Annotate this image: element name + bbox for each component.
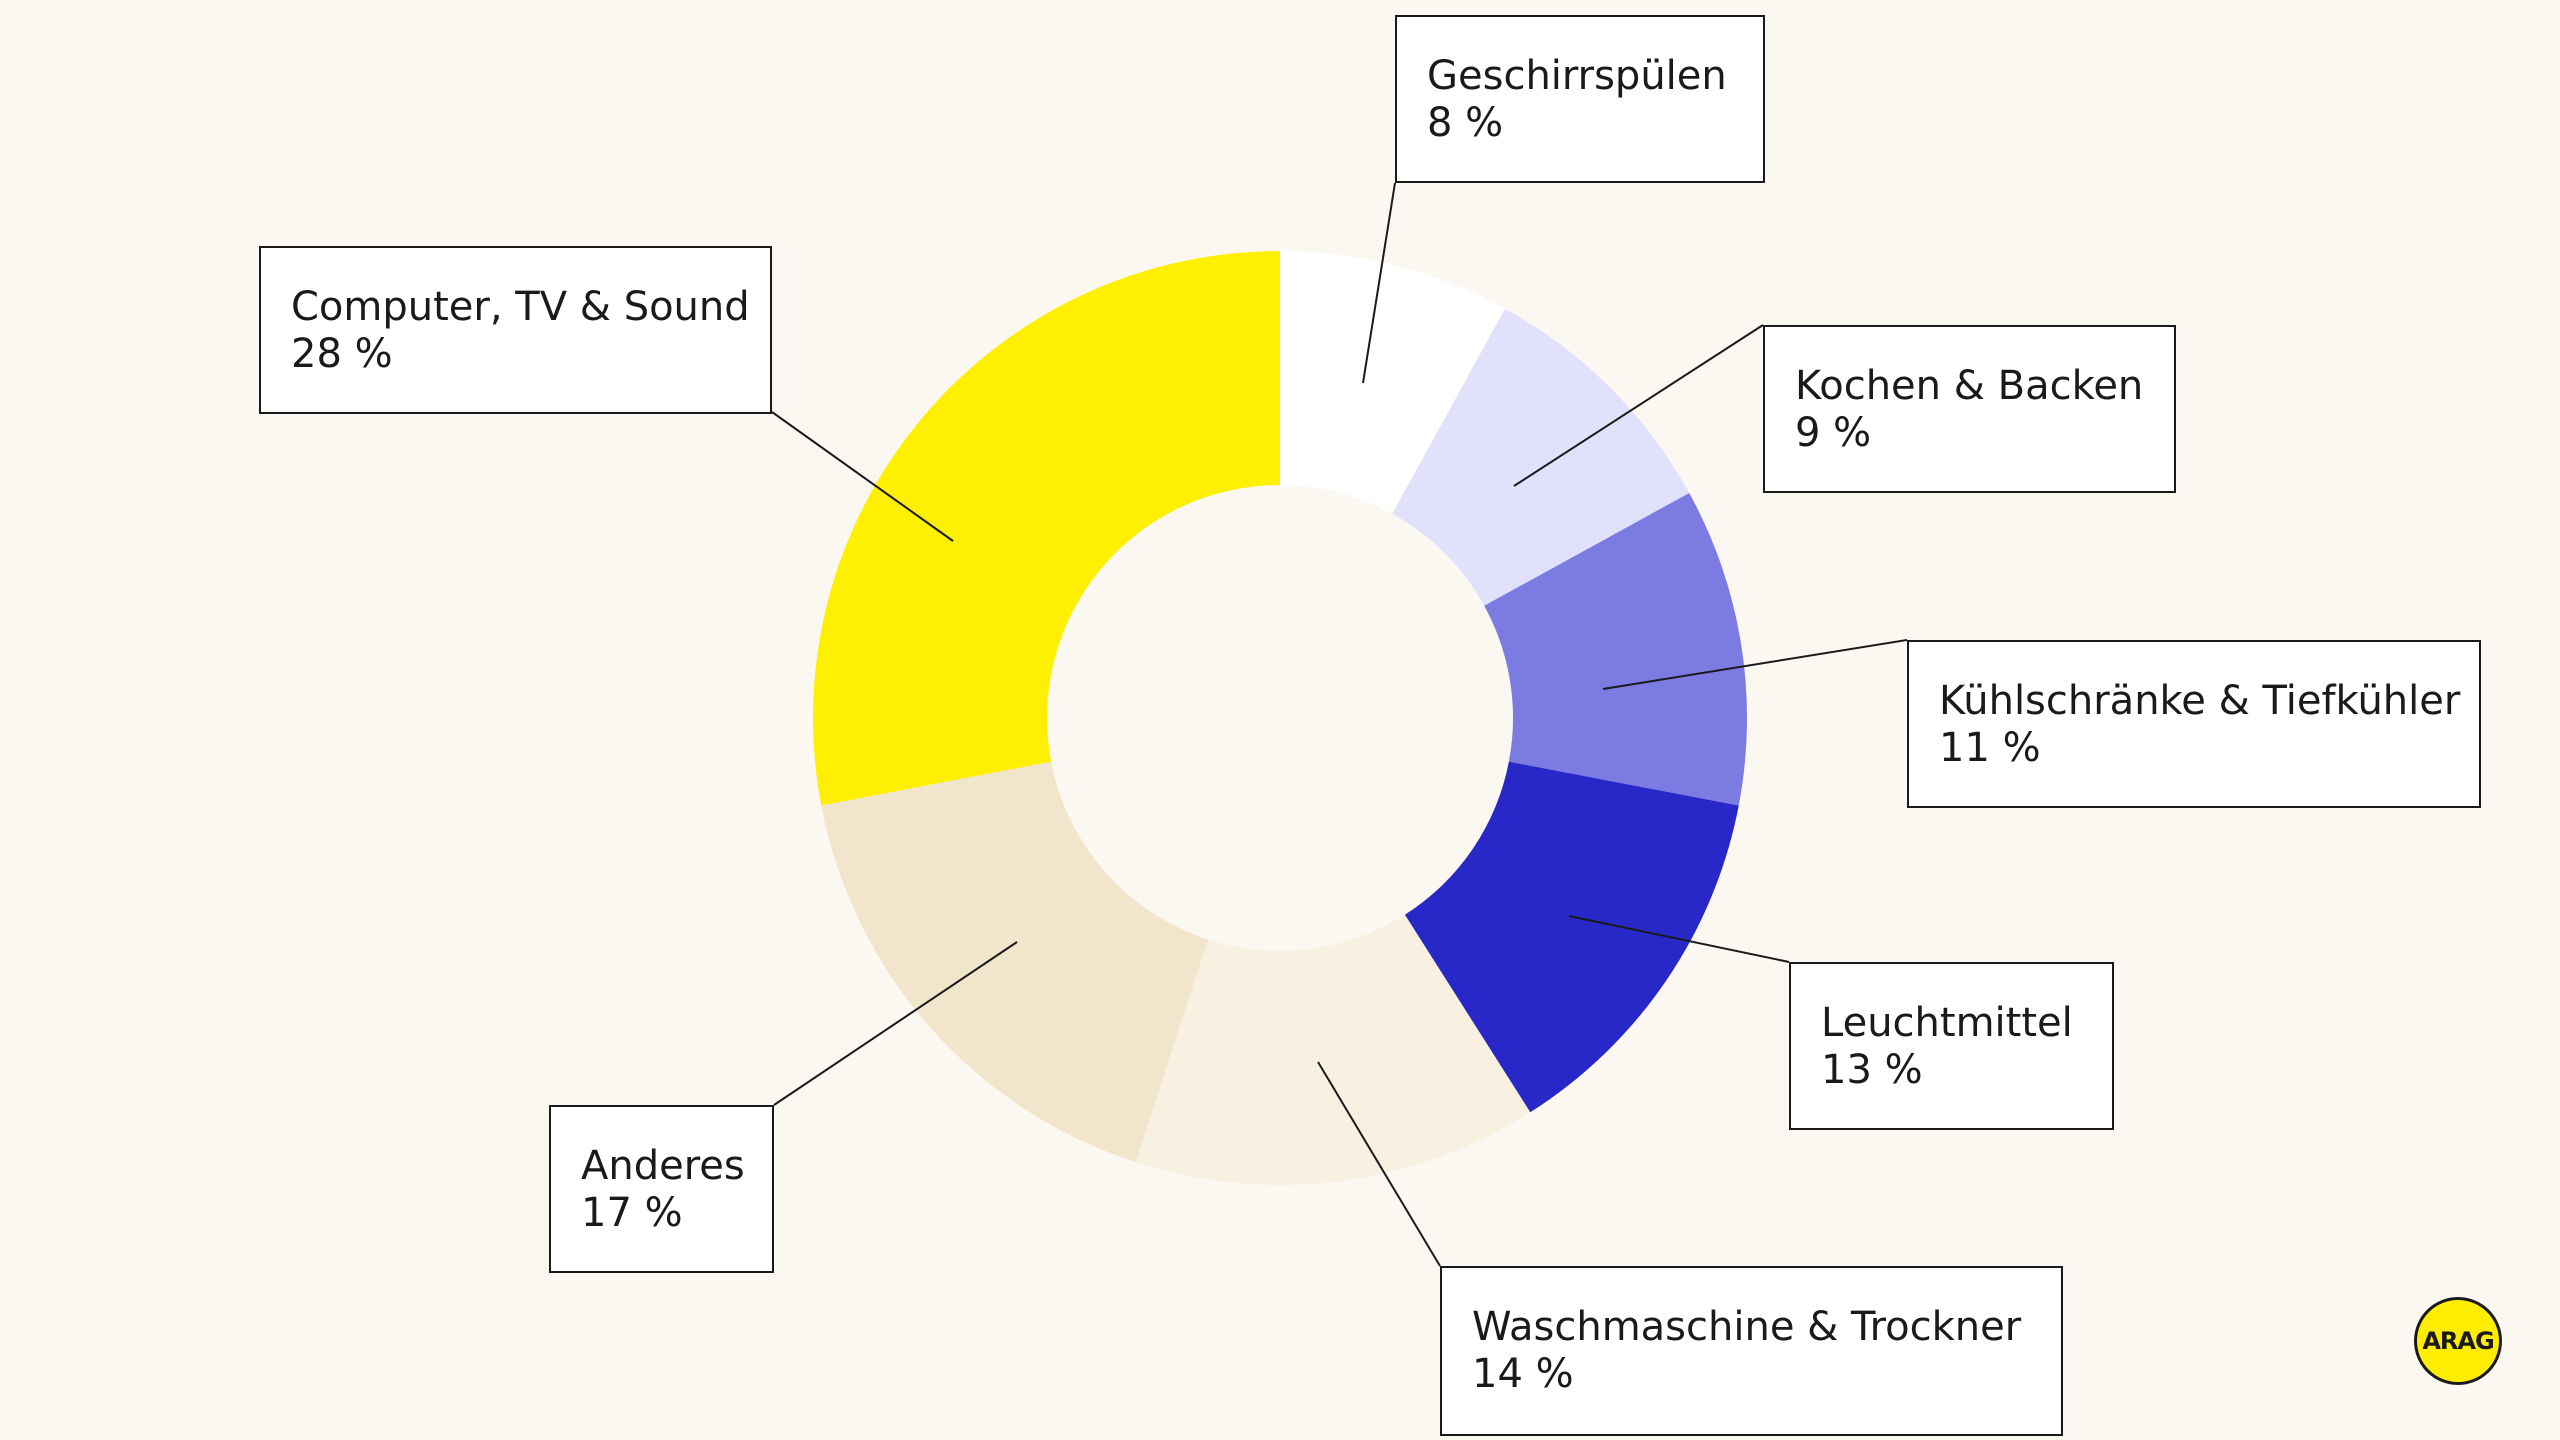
slice-label-kochen-backen: Kochen & Backen [1795, 363, 2144, 409]
slice-waschmaschine [1135, 914, 1531, 1185]
leader-line-geschirrspuelen [1362, 182, 1396, 384]
label-box-geschirrspuelen: Geschirrspülen 8 % [1395, 15, 1765, 183]
slice-kuehlschraenke [1484, 493, 1748, 806]
arag-logo: ARAG [2414, 1297, 2502, 1385]
slice-label-anderes: Anderes [581, 1143, 745, 1189]
slice-label-kuehlschraenke: Kühlschränke & Tiefkühler [1939, 678, 2461, 724]
slice-value-leuchtmittel: 13 % [1821, 1047, 1923, 1093]
slice-computer-tv-sound [812, 251, 1280, 806]
slice-value-kochen-backen: 9 % [1795, 410, 1872, 456]
slice-geschirrspuelen [1280, 251, 1505, 514]
label-box-waschmaschine: Waschmaschine & Trockner 14 % [1440, 1266, 2063, 1436]
label-box-kuehlschraenke: Kühlschränke & Tiefkühler 11 % [1907, 640, 2481, 808]
slice-label-geschirrspuelen: Geschirrspülen [1427, 53, 1727, 99]
leader-line-leuchtmittel [1568, 915, 1790, 963]
leader-line-waschmaschine [1317, 1061, 1441, 1267]
logo-text: ARAG [2422, 1327, 2494, 1355]
slice-kochen-backen [1392, 308, 1690, 606]
slice-value-waschmaschine: 14 % [1472, 1351, 1574, 1397]
leader-line-computer-tv-sound [771, 411, 954, 542]
label-box-computer-tv-sound: Computer, TV & Sound 28 % [259, 246, 772, 414]
slice-anderes [821, 761, 1208, 1163]
slice-value-geschirrspuelen: 8 % [1427, 100, 1504, 146]
slice-label-computer-tv-sound: Computer, TV & Sound [291, 284, 750, 330]
slice-value-kuehlschraenke: 11 % [1939, 725, 2041, 771]
slice-label-leuchtmittel: Leuchtmittel [1821, 1000, 2073, 1046]
label-box-leuchtmittel: Leuchtmittel 13 % [1789, 962, 2114, 1130]
leader-line-anderes [773, 941, 1018, 1106]
leader-line-kuehlschraenke [1602, 639, 1908, 690]
slice-leuchtmittel [1404, 761, 1739, 1113]
label-box-kochen-backen: Kochen & Backen 9 % [1763, 325, 2176, 493]
slice-value-anderes: 17 % [581, 1190, 683, 1236]
slice-value-computer-tv-sound: 28 % [291, 331, 393, 377]
leader-line-kochen-backen [1513, 324, 1764, 487]
slice-label-waschmaschine: Waschmaschine & Trockner [1472, 1304, 2022, 1350]
label-box-anderes: Anderes 17 % [549, 1105, 774, 1273]
